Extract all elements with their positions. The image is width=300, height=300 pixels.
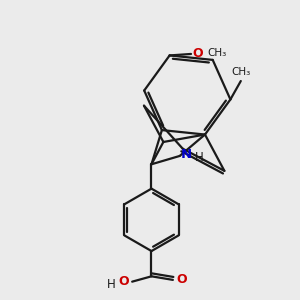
Text: N: N xyxy=(181,148,192,161)
Text: CH₃: CH₃ xyxy=(207,48,226,59)
Text: CH₃: CH₃ xyxy=(231,68,250,77)
Text: O: O xyxy=(192,47,203,60)
Text: H: H xyxy=(107,278,116,290)
Text: H: H xyxy=(195,151,204,164)
Text: O: O xyxy=(118,274,129,288)
Text: O: O xyxy=(176,273,187,286)
